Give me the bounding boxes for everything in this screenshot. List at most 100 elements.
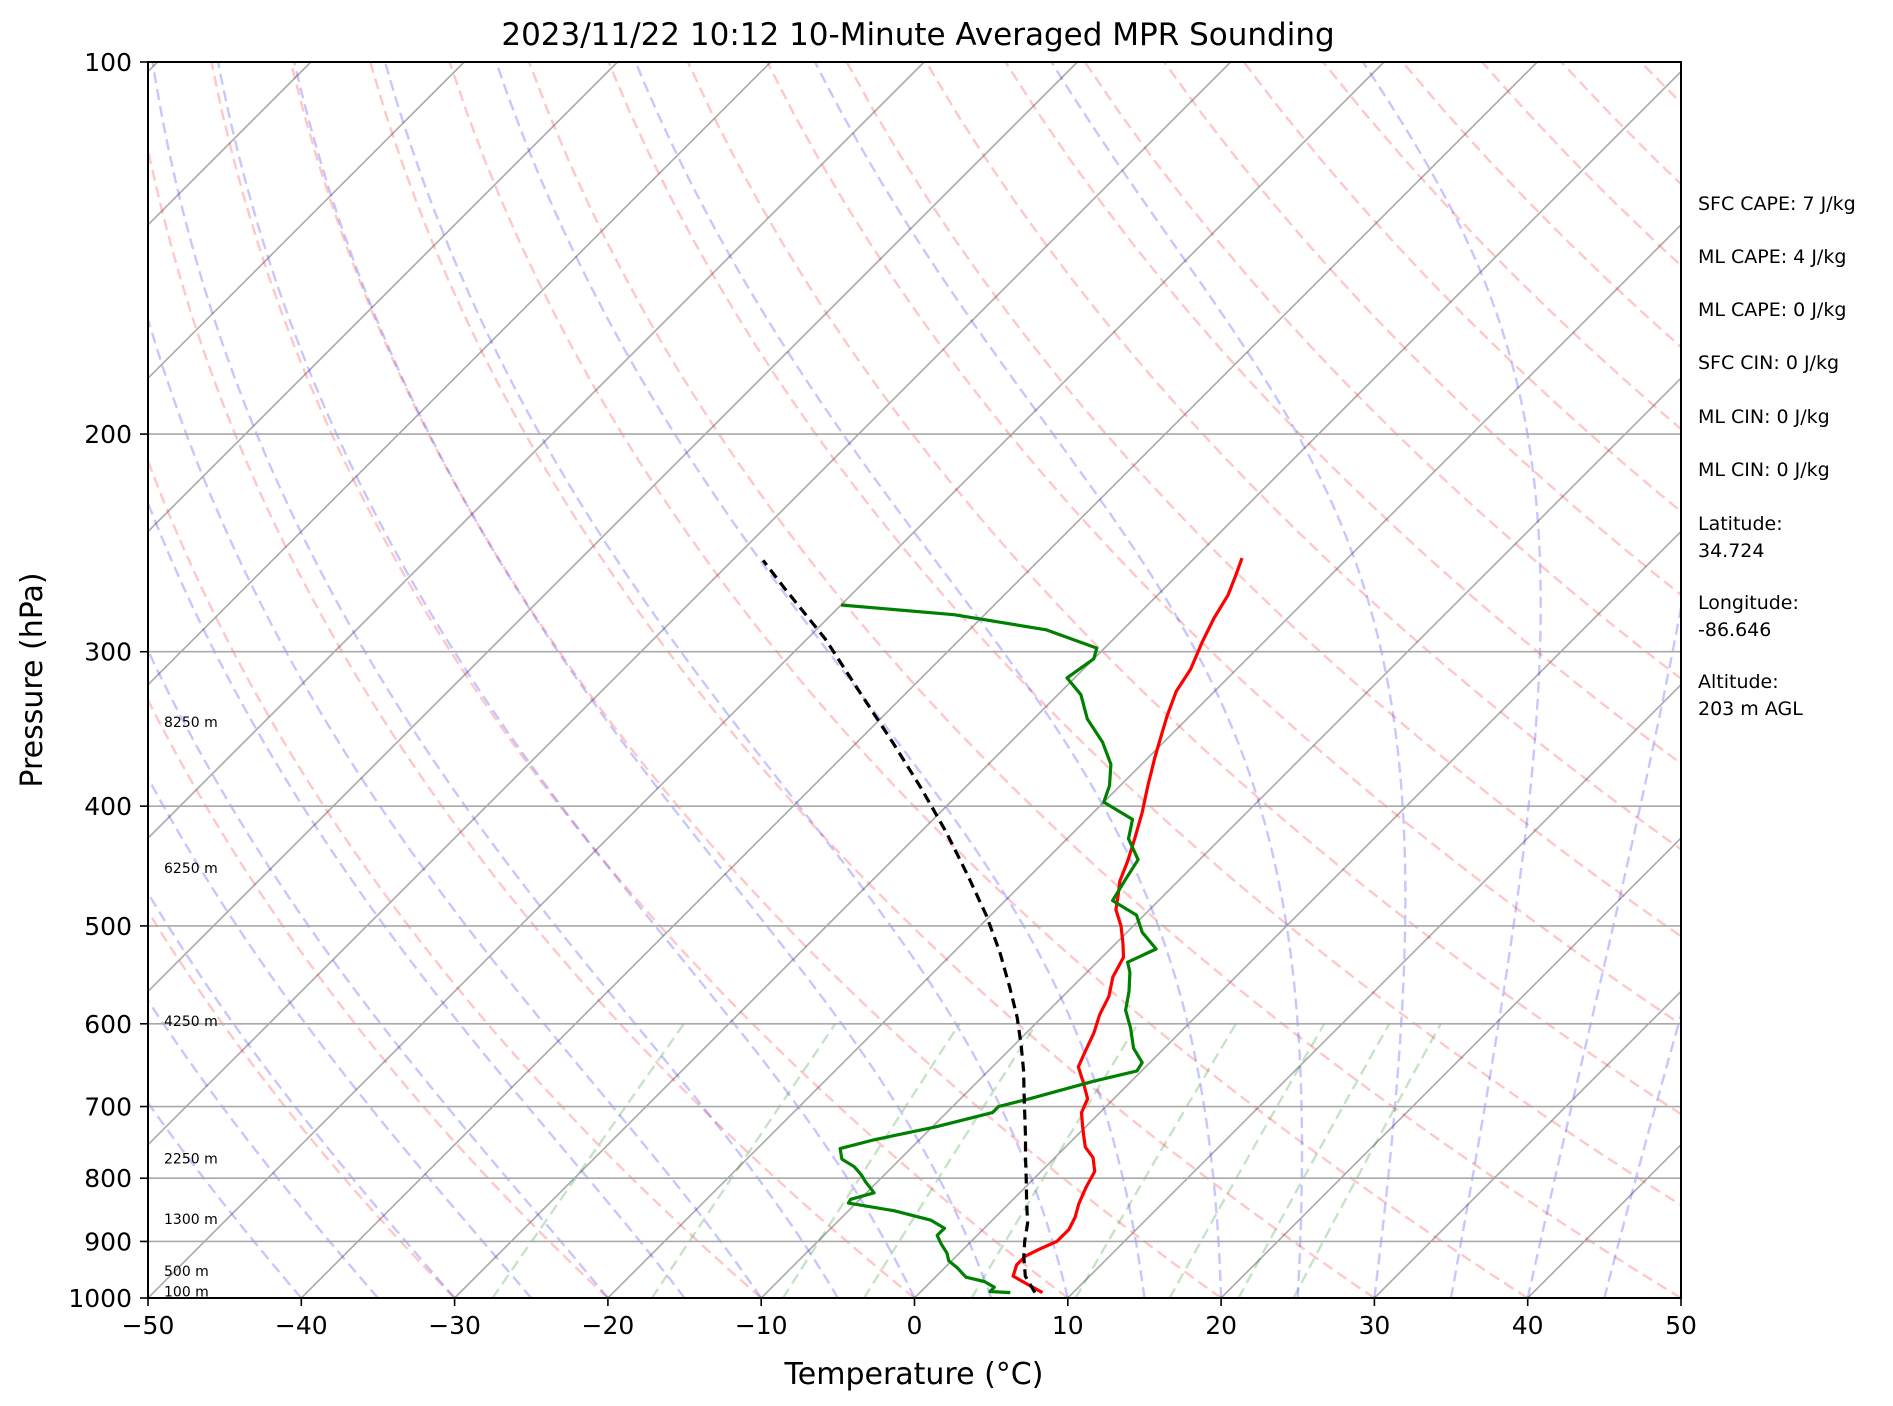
x-tick-label: −30 (428, 1311, 481, 1340)
y-axis-ticks: 1000 900 800 700 600 500 400 300 200 100 (68, 48, 148, 1313)
isotherm-line (148, 62, 772, 686)
y-tick-label: 700 (84, 1093, 132, 1122)
dry-adiabat-line (210, 62, 1069, 1298)
isotherm-line (148, 62, 925, 840)
info-panel-line: 34.724 (1698, 540, 1764, 562)
info-panel-line: 203 m AGL (1698, 698, 1803, 720)
info-panel-line: Altitude: (1698, 671, 1779, 693)
x-tick-label: −20 (582, 1311, 635, 1340)
isotherm-line (607, 223, 1681, 1298)
height-label: 1300 m (164, 1212, 218, 1228)
info-panel-line: ML CIN: 0 J/kg (1698, 406, 1830, 428)
x-axis-ticks: −50 −40 −30 −20 −10 0 10 20 30 40 50 (122, 1298, 1697, 1340)
height-labels: 100 m 500 m 1300 m 2250 m 4250 m 6250 m 8250 m (164, 715, 218, 1300)
x-tick-label: 50 (1665, 1311, 1697, 1340)
moist-adiabat-line (148, 647, 609, 1298)
dry-adiabat-line (766, 62, 1681, 1026)
height-label: 2250 m (164, 1151, 218, 1167)
height-label: 100 m (164, 1285, 209, 1301)
mixing-ratio-line (970, 1023, 1139, 1298)
moist-adiabat-line (1603, 1010, 1681, 1298)
moist-adiabat-line (495, 62, 1146, 1298)
isotherm-line (148, 62, 1232, 1146)
isotherm-line (148, 62, 1385, 1298)
x-axis-title: Temperature (°C) (784, 1357, 1044, 1392)
y-tick-label: 800 (84, 1164, 132, 1193)
dry-adiabat-line (845, 62, 1681, 938)
info-panel-line: SFC CAPE: 7 J/kg (1698, 193, 1856, 215)
moist-adiabat-line (1050, 62, 1407, 1298)
y-axis-title: Pressure (hPa) (15, 572, 50, 787)
moist-adiabat-line (148, 314, 763, 1298)
moist-adiabat-line (148, 775, 533, 1298)
mixing-ratio-line (650, 1023, 837, 1298)
dry-adiabat-line (686, 62, 1681, 1116)
mixing-ratio-line (1292, 1023, 1442, 1298)
moist-adiabat-line (148, 499, 686, 1298)
x-tick-label: 30 (1358, 1311, 1390, 1340)
height-label: 6250 m (164, 861, 218, 877)
isotherm-line (148, 62, 465, 380)
x-tick-label: 10 (1052, 1311, 1084, 1340)
dry-adiabat-line (148, 909, 456, 1298)
y-tick-label: 200 (84, 420, 132, 449)
moist-adiabat-line (1361, 62, 1542, 1298)
moist-adiabat-line (634, 62, 1223, 1298)
isotherm-line (148, 62, 1078, 993)
temperature-profile-line (1011, 557, 1244, 1295)
isotherm-line (760, 377, 1681, 1298)
y-tick-label: 300 (84, 638, 132, 667)
dry-adiabat-line (527, 62, 1681, 1298)
x-tick-label: −10 (735, 1311, 788, 1340)
x-tick-label: −50 (122, 1311, 175, 1340)
moist-adiabat-line (293, 62, 993, 1298)
dry-adiabat-line (148, 457, 762, 1298)
x-tick-label: 20 (1205, 1311, 1237, 1340)
info-panel-line: ML CAPE: 4 J/kg (1698, 246, 1846, 268)
sounding-profiles (761, 557, 1244, 1295)
mixing-ratio-line (491, 1023, 685, 1298)
moist-adiabat-line (148, 998, 379, 1298)
height-label: 500 m (164, 1264, 209, 1280)
dry-adiabat-line (607, 62, 1681, 1207)
x-tick-label: 40 (1512, 1311, 1544, 1340)
info-panel-line: ML CAPE: 0 J/kg (1698, 299, 1846, 321)
sounding-info-panel: SFC CAPE: 7 J/kg ML CAPE: 4 J/kg ML CAPE: … (1698, 193, 1856, 720)
moist-adiabat-line (151, 62, 839, 1298)
isotherm-line (913, 530, 1681, 1298)
plot-frame (147, 61, 1682, 1299)
y-tick-label: 600 (84, 1010, 132, 1039)
thermodynamic-background-lines (0, 62, 1681, 1298)
moist-adiabat-line (383, 62, 1069, 1298)
dry-adiabat-line (448, 62, 1529, 1298)
y-tick-label: 100 (84, 48, 132, 77)
info-panel-line: Longitude: (1698, 592, 1799, 614)
isotherm-line (454, 70, 1681, 1298)
moist-adiabat-line (1526, 600, 1681, 1298)
pressure-grid-lines (148, 62, 1681, 1298)
info-panel-line: ML CIN: 0 J/kg (1698, 459, 1830, 481)
isotherm-line (1220, 836, 1681, 1298)
x-tick-label: 0 (907, 1311, 923, 1340)
x-tick-label: −40 (275, 1311, 328, 1340)
isotherm-line (300, 62, 1538, 1298)
info-panel-line: SFC CIN: 0 J/kg (1698, 352, 1839, 374)
moist-adiabat-line (148, 890, 456, 1298)
dry-adiabat-line (1004, 62, 1681, 765)
dry-adiabat-line (148, 697, 609, 1298)
moist-adiabat-line (813, 62, 1304, 1298)
y-tick-label: 400 (84, 792, 132, 821)
chart-title: 2023/11/22 10:12 10-Minute Averaged MPR … (501, 17, 1334, 53)
isotherm-line (148, 62, 619, 533)
info-panel-line: Latitude: (1698, 513, 1783, 535)
info-panel-line: -86.646 (1698, 619, 1771, 641)
isotherm-line (0, 62, 4, 1298)
dewpoint-profile-line (838, 603, 1158, 1295)
isotherm-line (1373, 990, 1681, 1298)
y-tick-label: 900 (84, 1227, 132, 1256)
dry-adiabat-line (1163, 62, 1681, 597)
mixing-ratio-line (863, 1023, 1038, 1298)
height-label: 8250 m (164, 715, 218, 731)
isotherm-line (1067, 683, 1681, 1298)
